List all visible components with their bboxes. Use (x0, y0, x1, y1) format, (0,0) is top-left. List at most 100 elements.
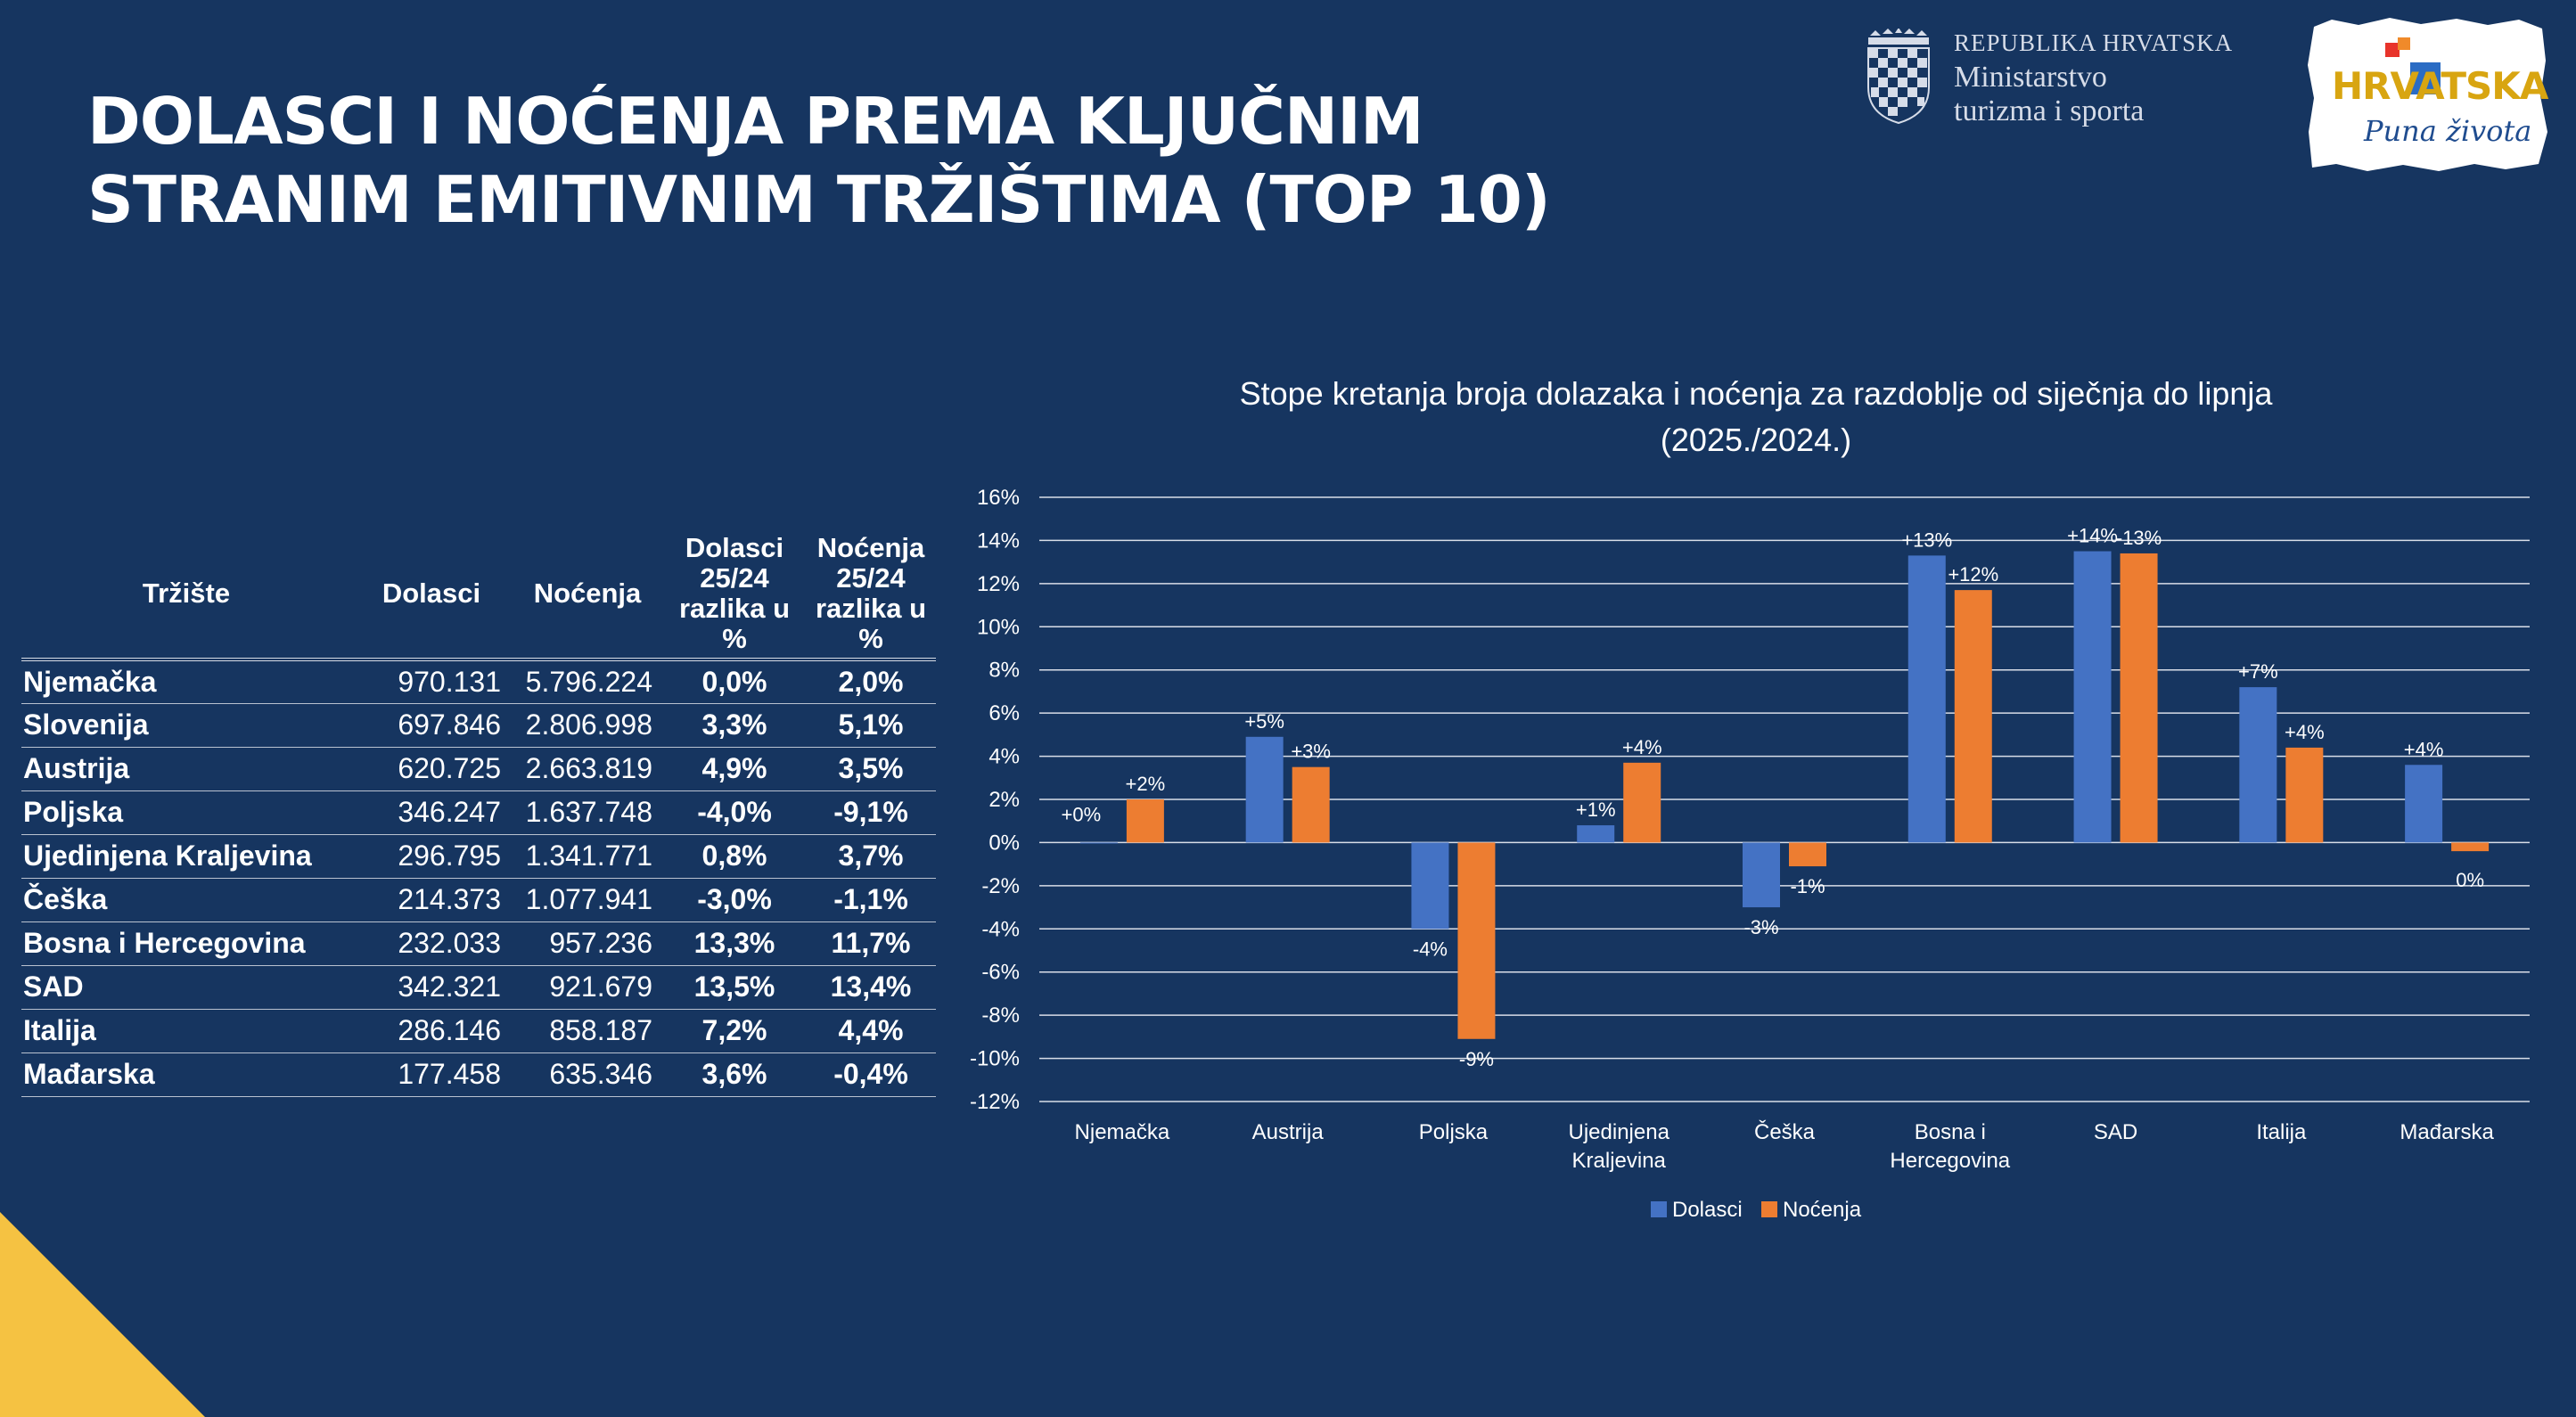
nights-change-cell: 3,7% (838, 840, 904, 872)
y-tick-label: 4% (989, 745, 1020, 769)
nights-cell: 1.637.748 (525, 796, 652, 828)
nights-change-cell: 2,0% (838, 665, 904, 698)
bar-dolasci (1577, 825, 1615, 843)
table-header-row: Tržište Dolasci Noćenja Dolasci 25/24 ra… (21, 533, 936, 659)
data-label: -1% (1790, 875, 1825, 897)
data-label: +4% (2285, 721, 2325, 743)
arrivals-change-cell: 0,8% (701, 840, 767, 872)
page-title: DOLASCI I NOĆENJA PREMA KLJUČNIM STRANIM… (87, 82, 1603, 239)
nights-change-cell: -1,1% (833, 883, 908, 915)
bar-noćenja (2120, 553, 2158, 843)
brand-tagline: Puna života (2364, 114, 2532, 148)
arrivals-change-cell: 0,0% (701, 665, 767, 698)
y-tick-label: -2% (981, 874, 1020, 898)
data-label: +14% (2067, 525, 2118, 547)
data-label: +1% (1576, 799, 1616, 821)
arrivals-change-cell: 4,9% (701, 752, 767, 784)
table-row: Njemačka 970.131 5.796.224 0,0% 2,0% (21, 659, 936, 703)
data-label: +13% (1901, 528, 1952, 551)
arrivals-change-cell: 13,5% (693, 971, 775, 1003)
header-arrivals-change: Dolasci 25/24 razlika u % (678, 532, 791, 654)
nights-change-cell: 4,4% (838, 1014, 904, 1046)
arrivals-cell: 296.795 (398, 840, 501, 872)
nights-change-cell: 5,1% (838, 708, 904, 741)
arrivals-cell: 177.458 (398, 1058, 501, 1090)
y-tick-label: -8% (981, 1003, 1020, 1028)
data-label: +4% (2404, 738, 2444, 760)
arrivals-cell: 697.846 (398, 708, 501, 741)
table-row: SAD 342.321 921.679 13,5% 13,4% (21, 965, 936, 1009)
data-label: +5% (1244, 710, 1284, 733)
table-row: Češka 214.373 1.077.941 -3,0% -1,1% (21, 878, 936, 921)
table-row: Bosna i Hercegovina 232.033 957.236 13,3% 11… (21, 921, 936, 965)
arrivals-cell: 232.033 (398, 927, 501, 959)
arrivals-change-cell: -3,0% (697, 883, 772, 915)
data-label: -13% (2116, 527, 2162, 549)
nights-cell: 1.077.941 (525, 883, 652, 915)
legend-label-noćenja: Noćenja (1783, 1198, 1862, 1222)
nights-cell: 858.187 (549, 1014, 652, 1046)
ministry-text: REPUBLIKA HRVATSKA Ministarstvo turizma … (1954, 25, 2233, 128)
data-label: -4% (1413, 938, 1448, 960)
table-row: Slovenija 697.846 2.806.998 3,3% 5,1% (21, 703, 936, 747)
table-row: Ujedinjena Kraljevina 296.795 1.341.771 0,8… (21, 834, 936, 878)
legend-swatch-dolasci (1651, 1201, 1667, 1217)
bar-dolasci (2239, 687, 2277, 843)
chart-title-line1: Stope kretanja broja dolazaka i noćenja … (1239, 375, 2273, 412)
data-label: +0% (1062, 803, 1102, 825)
x-tick-label: Hercegovina (1890, 1149, 2010, 1173)
bar-dolasci (1079, 842, 1118, 844)
y-tick-label: 0% (989, 831, 1020, 855)
nights-change-cell: 3,5% (838, 752, 904, 784)
x-tick-label: Italija (2256, 1120, 2307, 1144)
bar-noćenja (1126, 799, 1164, 843)
ministry-line2: Ministarstvo (1954, 61, 2107, 94)
market-cell: Ujedinjena Kraljevina (23, 840, 312, 872)
table-row: Mađarska 177.458 635.346 3,6% -0,4% (21, 1053, 936, 1096)
bar-dolasci (1411, 842, 1449, 930)
nights-cell: 2.663.819 (525, 752, 652, 784)
bar-noćenja (2451, 842, 2490, 852)
bar-noćenja (2285, 747, 2324, 843)
bar-dolasci (1743, 842, 1780, 908)
y-tick-label: -10% (970, 1047, 1020, 1071)
y-tick-label: -12% (970, 1090, 1020, 1114)
arrivals-cell: 286.146 (398, 1014, 501, 1046)
arrivals-cell: 346.247 (398, 796, 501, 828)
data-label: +7% (2238, 660, 2278, 683)
bar-chart: 16% 14% 12% 10% 8% 6% 4% 2% 0% -2% -4% -6% -8% -10% -1… (970, 486, 2530, 1222)
arrivals-cell: 620.725 (398, 752, 501, 784)
arrivals-change-cell: 13,3% (693, 927, 775, 959)
nights-change-cell: -9,1% (833, 796, 908, 828)
brand-word: HRVATSKA (2332, 64, 2548, 108)
nights-cell: 957.236 (549, 927, 652, 959)
bar-noćenja (1954, 590, 1992, 843)
y-tick-label: 8% (989, 659, 1020, 683)
brand-paper-icon (2308, 18, 2547, 171)
market-cell: Poljska (23, 796, 124, 828)
x-tick-label: Ujedinjena (1569, 1120, 1670, 1144)
bar-dolasci (1245, 736, 1284, 843)
y-tick-label: 2% (989, 788, 1020, 812)
nights-change-cell: 11,7% (831, 927, 911, 959)
page-title-line1: DOLASCI I NOĆENJA PREMA KLJUČNIM (87, 84, 1424, 159)
x-tick-label: Njemačka (1075, 1120, 1170, 1144)
arrivals-change-cell: 3,3% (701, 708, 767, 741)
arrivals-change-cell: -4,0% (697, 796, 772, 828)
header-market: Tržište (142, 577, 231, 609)
bar-noćenja (1457, 842, 1496, 1039)
nights-cell: 5.796.224 (525, 665, 652, 698)
x-tick-label: Austrija (1252, 1120, 1325, 1144)
y-tick-label: 16% (977, 486, 1020, 510)
markets-table: Tržište Dolasci Noćenja Dolasci 25/24 ra… (21, 533, 936, 1097)
market-cell: Slovenija (23, 708, 149, 741)
arrivals-cell: 214.373 (398, 883, 501, 915)
corner-triangle-decoration (0, 1212, 205, 1417)
page-title-line2: STRANIM EMITIVNIM TRŽIŠTIMA (TOP 10) (87, 162, 1551, 237)
bar-noćenja (1292, 766, 1330, 843)
bar-noćenja (1789, 842, 1826, 867)
corner-triangle-shape (0, 1212, 205, 1417)
y-tick-label: 6% (989, 701, 1020, 725)
market-cell: SAD (23, 971, 84, 1003)
header-nights: Noćenja (533, 577, 642, 609)
